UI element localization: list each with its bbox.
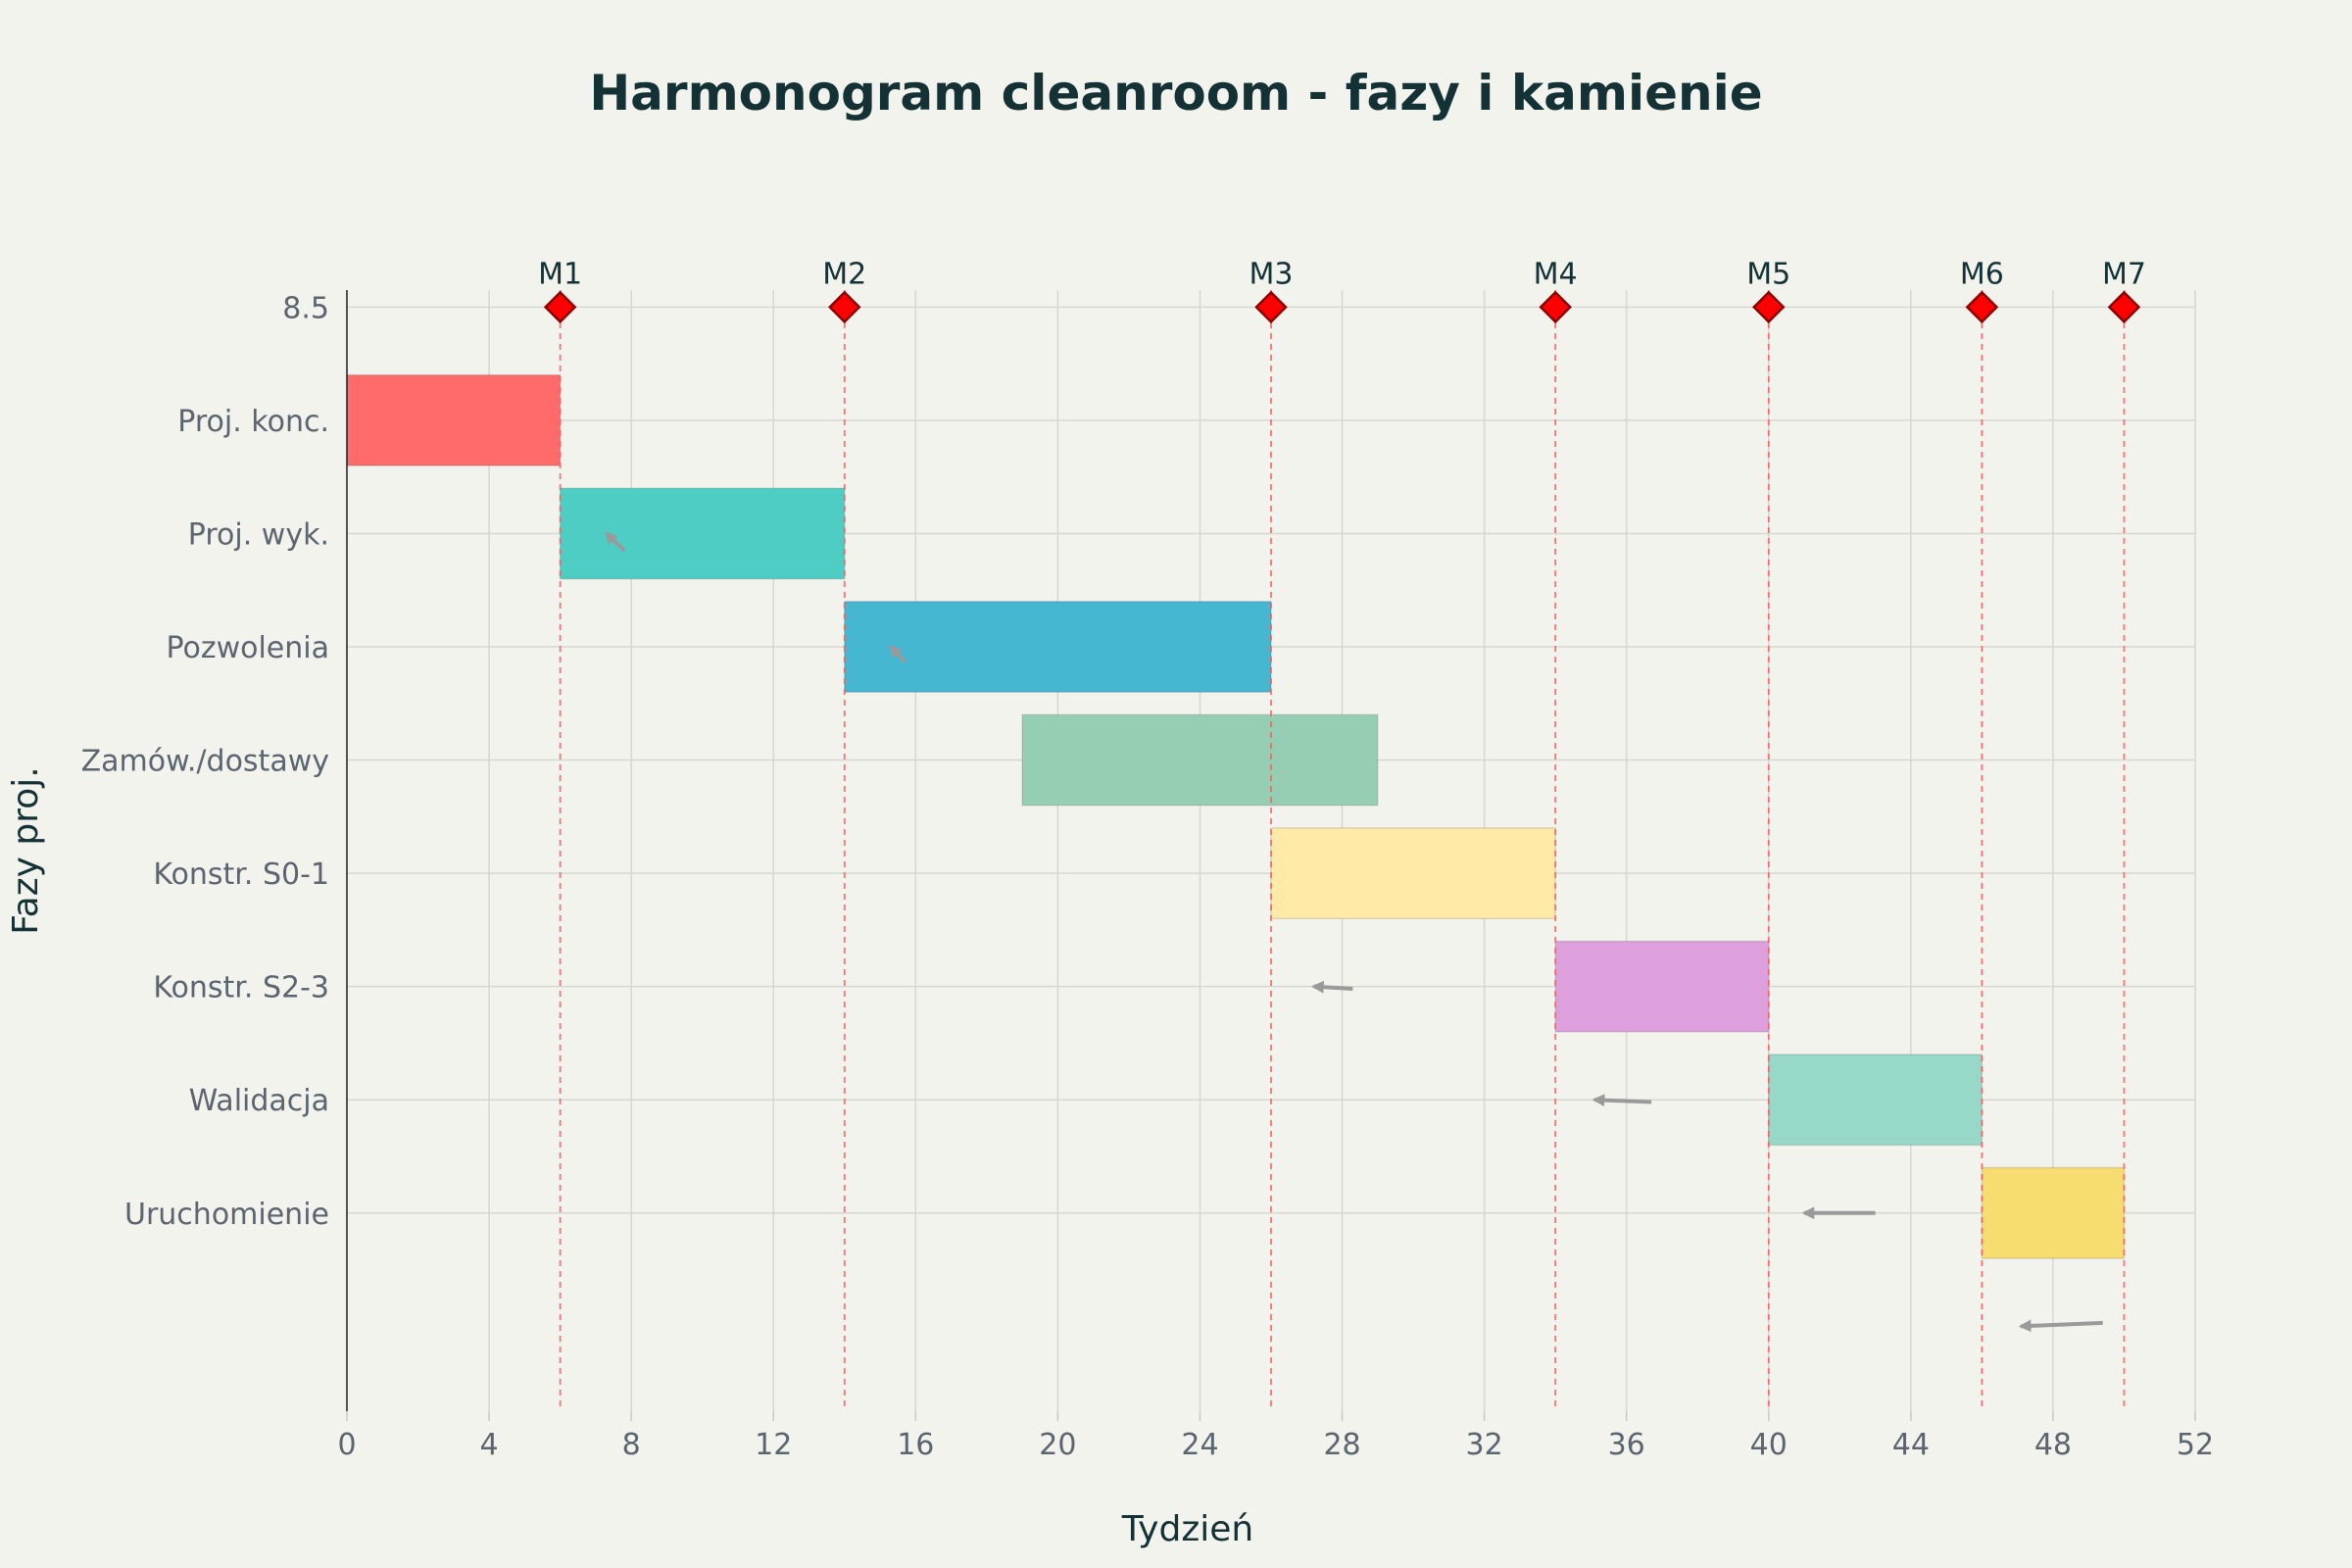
y-tick-label: Konstr. S2-3 [153, 971, 329, 1005]
y-tick-label: Proj. konc. [177, 405, 329, 439]
chart-title: Harmonogram cleanroom - fazy i kamienie [589, 65, 1762, 122]
task-bar [844, 601, 1272, 693]
milestone-label: M1 [538, 257, 582, 291]
milestone-label: M3 [1250, 257, 1294, 291]
x-tick-label: 52 [2177, 1428, 2214, 1462]
y-tick-label: Zamów./dostawy [81, 745, 329, 779]
task-bars [346, 373, 2126, 1259]
dependency-arrow [604, 531, 626, 553]
y-tick-label: Walidacja [189, 1084, 329, 1118]
task-bar [346, 373, 562, 466]
x-tick-label: 28 [1323, 1428, 1360, 1462]
milestone-diamond [1752, 290, 1786, 324]
milestone-label: M6 [1960, 257, 2004, 291]
milestone-diamond [1539, 290, 1572, 324]
y-tick-label: Konstr. S0-1 [153, 858, 329, 892]
x-tick-label: 4 [480, 1428, 499, 1462]
x-tick-label: 20 [1039, 1428, 1076, 1462]
milestone-label: M2 [822, 257, 866, 291]
milestone-lines [559, 290, 2126, 1411]
y-axis-title: Fazy proj. [6, 766, 46, 934]
milestone-diamond [828, 290, 861, 324]
milestone-diamond [2107, 290, 2141, 324]
milestone-diamond [1254, 290, 1288, 324]
x-tick-label: 0 [337, 1428, 356, 1462]
x-tick-label: 24 [1181, 1428, 1218, 1462]
y-tick-label: 8.5 [282, 291, 329, 325]
milestone-label: M5 [1746, 257, 1790, 291]
task-bar [1768, 1054, 1984, 1147]
dependency-arrow [1310, 980, 1353, 994]
dependency-arrow [1592, 1094, 1652, 1107]
task-bar [559, 487, 846, 580]
y-tick-label: Proj. wyk. [188, 517, 329, 552]
x-tick-label: 36 [1608, 1428, 1645, 1462]
milestone-label: M4 [1534, 257, 1578, 291]
milestone-diamond [543, 290, 577, 324]
x-tick-label: 12 [755, 1428, 792, 1462]
y-tick-label: Pozwolenia [166, 631, 329, 665]
x-tick-label: 48 [2034, 1428, 2072, 1462]
milestone-diamond [1965, 290, 1999, 324]
x-tick-label: 40 [1750, 1428, 1788, 1462]
x-tick-label: 44 [1892, 1428, 1930, 1462]
x-axis-title: Tydzień [1121, 1509, 1253, 1549]
x-tick-label: 8 [622, 1428, 641, 1462]
x-tick-label: 16 [897, 1428, 934, 1462]
milestone-markers: M1 M2 M3 M4 M5 M6 M7 [538, 257, 2146, 324]
milestone-label: M7 [2102, 257, 2146, 291]
y-tick-label: Uruchomienie [124, 1198, 329, 1232]
task-bar [1554, 940, 1770, 1033]
task-bar [1270, 827, 1556, 920]
dependency-arrow [889, 645, 906, 663]
dependency-arrows [604, 531, 2103, 1333]
dependency-arrow [2018, 1319, 2103, 1333]
x-tick-label: 32 [1466, 1428, 1503, 1462]
task-bar [1021, 713, 1379, 807]
task-bar [1981, 1166, 2126, 1259]
